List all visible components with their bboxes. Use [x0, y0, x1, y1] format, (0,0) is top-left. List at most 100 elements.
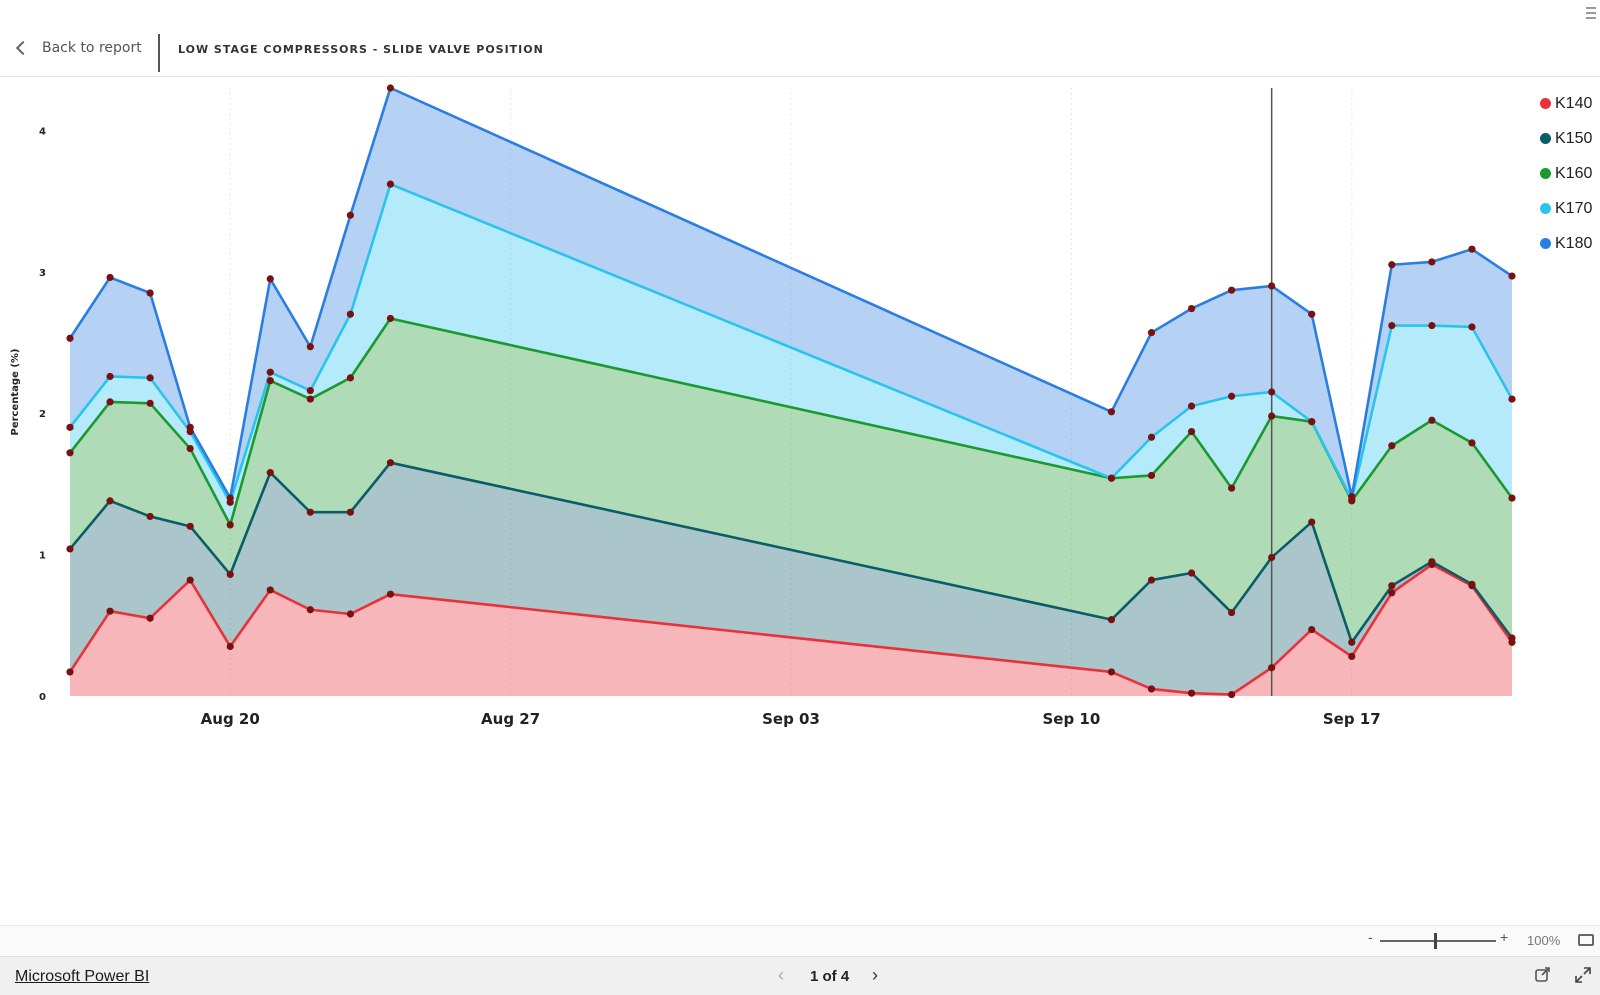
data-point-k160: [186, 444, 194, 453]
y-tick-label: 4: [39, 126, 46, 137]
data-point-k170: [1508, 395, 1516, 403]
zoom-slider-handle[interactable]: [1434, 933, 1437, 949]
data-point-k160: [1187, 427, 1196, 436]
series-line-k170: [68, 182, 1514, 504]
x-tick-label: Aug 20: [201, 710, 260, 728]
data-point-k180: [1268, 282, 1276, 290]
data-point-k170: [1228, 392, 1236, 400]
area-k180: [70, 88, 1512, 503]
header-divider: [158, 34, 160, 72]
chart-legend: K140 K150 K160 K170 K180: [1540, 86, 1592, 261]
previous-page-button[interactable]: ‹: [778, 965, 784, 985]
data-point-k150: [186, 522, 194, 530]
data-point-k150: [1268, 553, 1276, 562]
back-to-report-button[interactable]: Back to report: [15, 40, 142, 56]
chevron-left-icon: [15, 40, 31, 56]
data-point-k140: [346, 610, 354, 618]
data-point-k150: [106, 497, 114, 505]
data-point-k150: [146, 512, 154, 521]
data-point-k180: [1147, 329, 1156, 337]
data-point-k180: [1468, 245, 1476, 253]
report-header: Back to report LOW STAGE COMPRESSORS - S…: [0, 0, 1600, 77]
data-point-k140: [226, 642, 234, 651]
legend-label: K150: [1555, 129, 1593, 147]
data-point-k150: [306, 508, 314, 516]
legend-item-k170[interactable]: K170: [1540, 191, 1592, 226]
legend-item-k140[interactable]: K140: [1540, 86, 1592, 121]
data-point-k150: [66, 545, 74, 553]
zoom-bar: - + 100%: [0, 925, 1600, 956]
data-point-k140: [106, 607, 114, 615]
data-point-k160: [306, 395, 314, 403]
y-tick-label: 1: [39, 551, 46, 562]
back-label: Back to report: [42, 40, 142, 56]
data-point-k150: [1107, 616, 1116, 624]
data-point-k170: [306, 386, 314, 395]
data-point-k140: [1228, 690, 1236, 699]
data-point-k170: [386, 180, 395, 188]
data-point-k160: [1468, 439, 1476, 447]
data-point-k140: [306, 606, 314, 614]
legend-item-k150[interactable]: K150: [1540, 121, 1592, 156]
data-point-k140: [1107, 668, 1116, 676]
zoom-in-button[interactable]: +: [1500, 929, 1509, 945]
data-point-k160: [1428, 416, 1436, 424]
data-point-k170: [1468, 323, 1476, 331]
legend-swatch: [1540, 238, 1551, 249]
data-point-k160: [346, 374, 354, 382]
page-title: LOW STAGE COMPRESSORS - SLIDE VALVE POSI…: [178, 43, 544, 56]
series-line-k160: [68, 317, 1514, 527]
data-point-k180: [66, 334, 74, 342]
data-point-k150: [1388, 582, 1396, 590]
data-point-k160: [226, 521, 234, 529]
data-point-k140: [1388, 589, 1396, 597]
data-point-k160: [1508, 494, 1516, 502]
more-options-icon[interactable]: [1586, 4, 1596, 22]
data-point-k180: [386, 84, 395, 92]
data-point-k140: [186, 576, 194, 584]
data-point-k180: [1508, 272, 1516, 280]
stacked-area-chart: Aug 20 Aug 27 Sep 03 Sep 10 Sep 17 0 1 2 3 4 Perce…: [10, 84, 1516, 728]
data-point-k150: [266, 468, 274, 477]
y-tick-label: 0: [39, 692, 46, 703]
data-point-k140: [266, 586, 274, 594]
data-point-k150: [346, 508, 354, 516]
fullscreen-icon[interactable]: [1574, 966, 1592, 984]
legend-swatch: [1540, 203, 1551, 214]
data-point-k140: [386, 590, 395, 598]
data-point-k180: [306, 343, 314, 351]
data-point-k180: [146, 289, 154, 297]
share-icon[interactable]: [1535, 966, 1551, 982]
legend-swatch: [1540, 168, 1551, 179]
data-point-k140: [1308, 625, 1316, 634]
data-point-k160: [146, 399, 154, 407]
footer-bar: Microsoft Power BI ‹ 1 of 4 ›: [0, 956, 1600, 995]
data-point-k150: [1187, 569, 1196, 577]
data-point-k140: [146, 614, 154, 622]
zoom-slider-track[interactable]: [1380, 940, 1496, 942]
data-point-k180: [346, 211, 354, 219]
data-point-k160: [106, 398, 114, 406]
power-bi-link[interactable]: Microsoft Power BI: [15, 968, 150, 985]
data-point-k160: [266, 377, 274, 385]
data-point-k160: [1228, 484, 1236, 492]
page-indicator: 1 of 4: [810, 968, 850, 985]
zoom-level: 100%: [1527, 933, 1561, 948]
fit-to-page-icon[interactable]: [1578, 934, 1594, 946]
zoom-out-button[interactable]: -: [1368, 929, 1373, 945]
data-point-k140: [1147, 685, 1156, 693]
data-point-k180: [1187, 304, 1196, 313]
legend-label: K160: [1555, 164, 1593, 182]
legend-item-k180[interactable]: K180: [1540, 226, 1592, 261]
data-point-k140: [1348, 652, 1356, 661]
data-point-k170: [1388, 321, 1396, 330]
data-point-k150: [1508, 634, 1516, 642]
data-point-k180: [1428, 258, 1436, 266]
next-page-button[interactable]: ›: [872, 965, 878, 985]
data-point-k150: [1428, 558, 1436, 566]
x-tick-label: Sep 03: [762, 710, 820, 728]
x-tick-label: Sep 10: [1042, 710, 1100, 728]
data-point-k180: [1228, 286, 1236, 294]
data-point-k170: [1107, 474, 1116, 482]
legend-item-k160[interactable]: K160: [1540, 156, 1592, 191]
